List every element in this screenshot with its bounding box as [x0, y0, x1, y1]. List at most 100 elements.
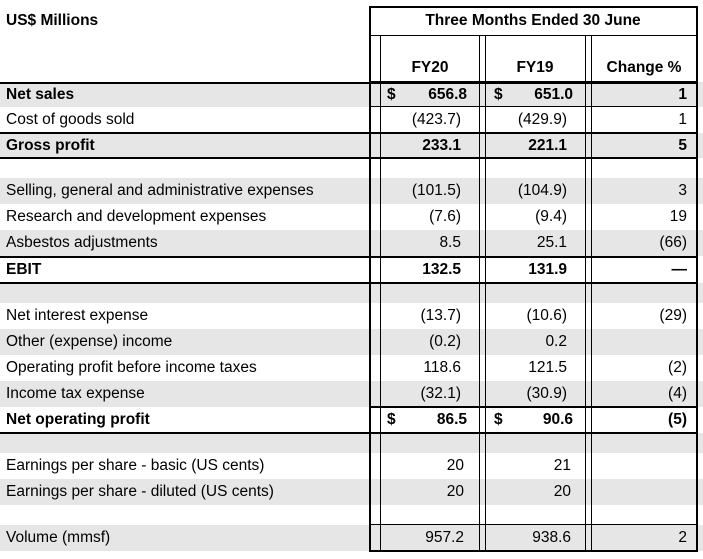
row-label: Earnings per share - basic (US cents) [6, 457, 265, 474]
row-label: Asbestos adjustments [6, 234, 158, 251]
currency-symbol: $ [494, 411, 503, 428]
fy19-value: (429.9) [517, 111, 567, 128]
change-value: 5 [678, 136, 687, 154]
spacer-row [0, 433, 703, 453]
row-label: Cost of goods sold [6, 111, 135, 128]
header-row-3: FY20 FY19 Change % [0, 54, 703, 82]
fy20-value: 132.5 [422, 260, 461, 278]
row-label: Income tax expense [6, 385, 145, 402]
header-row-2 [0, 36, 703, 54]
row-net-operating-profit: Net operating profit $ 86.5 $ 90.6 (5) [0, 407, 703, 433]
row-label: Gross profit [6, 136, 95, 154]
fy19-value: 938.6 [532, 529, 571, 546]
col-header-fy20: FY20 [411, 59, 449, 76]
fy20-value: (0.2) [429, 333, 461, 350]
currency-symbol: $ [387, 85, 396, 103]
change-value: 1 [678, 111, 687, 128]
fy20-value: (13.7) [420, 307, 462, 324]
header-top-rule [369, 6, 698, 8]
nop-top-rule [369, 406, 698, 408]
gross-profit-top-rule [0, 132, 698, 134]
period-header: Three Months Ended 30 June [425, 12, 641, 29]
row-other-expense-income: Other (expense) income (0.2) 0.2 [0, 329, 703, 355]
fy20-value: 957.2 [425, 529, 464, 546]
fy19-value: (104.9) [517, 182, 567, 199]
row-label: Selling, general and administrative expe… [6, 182, 314, 199]
change-value: — [671, 260, 688, 278]
spacer-row [0, 505, 703, 525]
row-eps-basic: Earnings per share - basic (US cents) 20… [0, 453, 703, 479]
fy20-value: (101.5) [411, 182, 461, 199]
spacer-row [0, 158, 703, 178]
change-value: (2) [668, 359, 687, 376]
volume-top-rule [369, 524, 698, 525]
change-value [591, 479, 687, 505]
row-label: Other (expense) income [6, 333, 173, 350]
row-eps-diluted: Earnings per share - diluted (US cents) … [0, 479, 703, 505]
fy19-value: 221.1 [528, 136, 567, 154]
row-volume: Volume (mmsf) 957.2 938.6 2 [0, 525, 703, 551]
nop-bottom-rule [0, 432, 698, 434]
row-gross-profit: Gross profit 233.1 221.1 5 [0, 133, 703, 158]
unit-label: US$ Millions [6, 12, 99, 29]
row-operating-profit-before-taxes: Operating profit before income taxes 118… [0, 355, 703, 381]
fy20-left-rule [380, 36, 381, 550]
row-label: Operating profit before income taxes [6, 359, 257, 376]
fy20-value: 8.5 [439, 234, 461, 251]
spacer-row [0, 283, 703, 303]
fy20-value: 20 [446, 483, 464, 500]
fy19-left-rule [485, 36, 486, 550]
row-label: EBIT [6, 260, 42, 278]
row-cost-of-goods-sold: Cost of goods sold (423.7) (429.9) 1 [0, 107, 703, 133]
fy20-value: 20 [446, 457, 464, 474]
currency-symbol: $ [494, 85, 503, 103]
bottom-outer-rule [369, 550, 698, 552]
col-header-rule [369, 81, 698, 82]
row-label: Volume (mmsf) [6, 529, 111, 546]
fy20-value: 656.8 [428, 85, 467, 103]
fy19-right-rule [585, 36, 586, 550]
change-value: (66) [659, 234, 687, 251]
fy20-value: (32.1) [420, 385, 462, 402]
fy19-value: 90.6 [542, 411, 573, 428]
ebit-bottom-rule [0, 282, 698, 284]
fy19-value: 0.2 [545, 333, 567, 350]
fy19-value: 21 [553, 457, 571, 474]
left-outer-rule [369, 6, 371, 552]
change-value: 19 [669, 208, 687, 225]
row-label: Net interest expense [6, 307, 149, 324]
row-label: Net sales [6, 85, 75, 103]
row-sga-expenses: Selling, general and administrative expe… [0, 178, 703, 204]
row-label: Research and development expenses [6, 208, 267, 225]
change-value: 2 [678, 529, 687, 546]
change-value: (5) [668, 411, 687, 428]
row-net-sales: Net sales $ 656.8 $ 651.0 1 [0, 82, 703, 107]
net-sales-bottom-rule [369, 106, 698, 107]
fy19-value: 121.5 [528, 359, 567, 376]
row-asbestos-adjustments: Asbestos adjustments 8.5 25.1 (66) [0, 230, 703, 256]
row-net-interest-expense: Net interest expense (13.7) (10.6) (29) [0, 303, 703, 329]
row-label: Earnings per share - diluted (US cents) [6, 483, 274, 500]
change-value [591, 453, 687, 479]
header-divider-rule [369, 35, 698, 36]
fy20-value: 118.6 [423, 359, 461, 376]
row-ebit: EBIT 132.5 131.9 — [0, 256, 703, 283]
fy19-value: 651.0 [534, 85, 573, 103]
currency-symbol: $ [387, 411, 396, 428]
fy20-value: 86.5 [436, 411, 467, 428]
net-sales-top-rule [0, 82, 698, 84]
col-header-fy19: FY19 [516, 59, 554, 76]
change-value: (4) [668, 385, 687, 402]
change-value [591, 329, 687, 355]
fy19-value: (30.9) [526, 385, 568, 402]
change-value: 3 [678, 182, 687, 199]
row-rd-expenses: Research and development expenses (7.6) … [0, 204, 703, 230]
row-income-tax-expense: Income tax expense (32.1) (30.9) (4) [0, 381, 703, 407]
fy19-value: 20 [553, 483, 571, 500]
header-row-1: US$ Millions Three Months Ended 30 June [0, 6, 703, 36]
change-left-rule [591, 36, 592, 550]
change-value: 1 [678, 85, 687, 103]
fy19-value: 131.9 [528, 260, 567, 278]
right-outer-rule [696, 6, 698, 552]
ebit-top-rule [0, 256, 698, 258]
